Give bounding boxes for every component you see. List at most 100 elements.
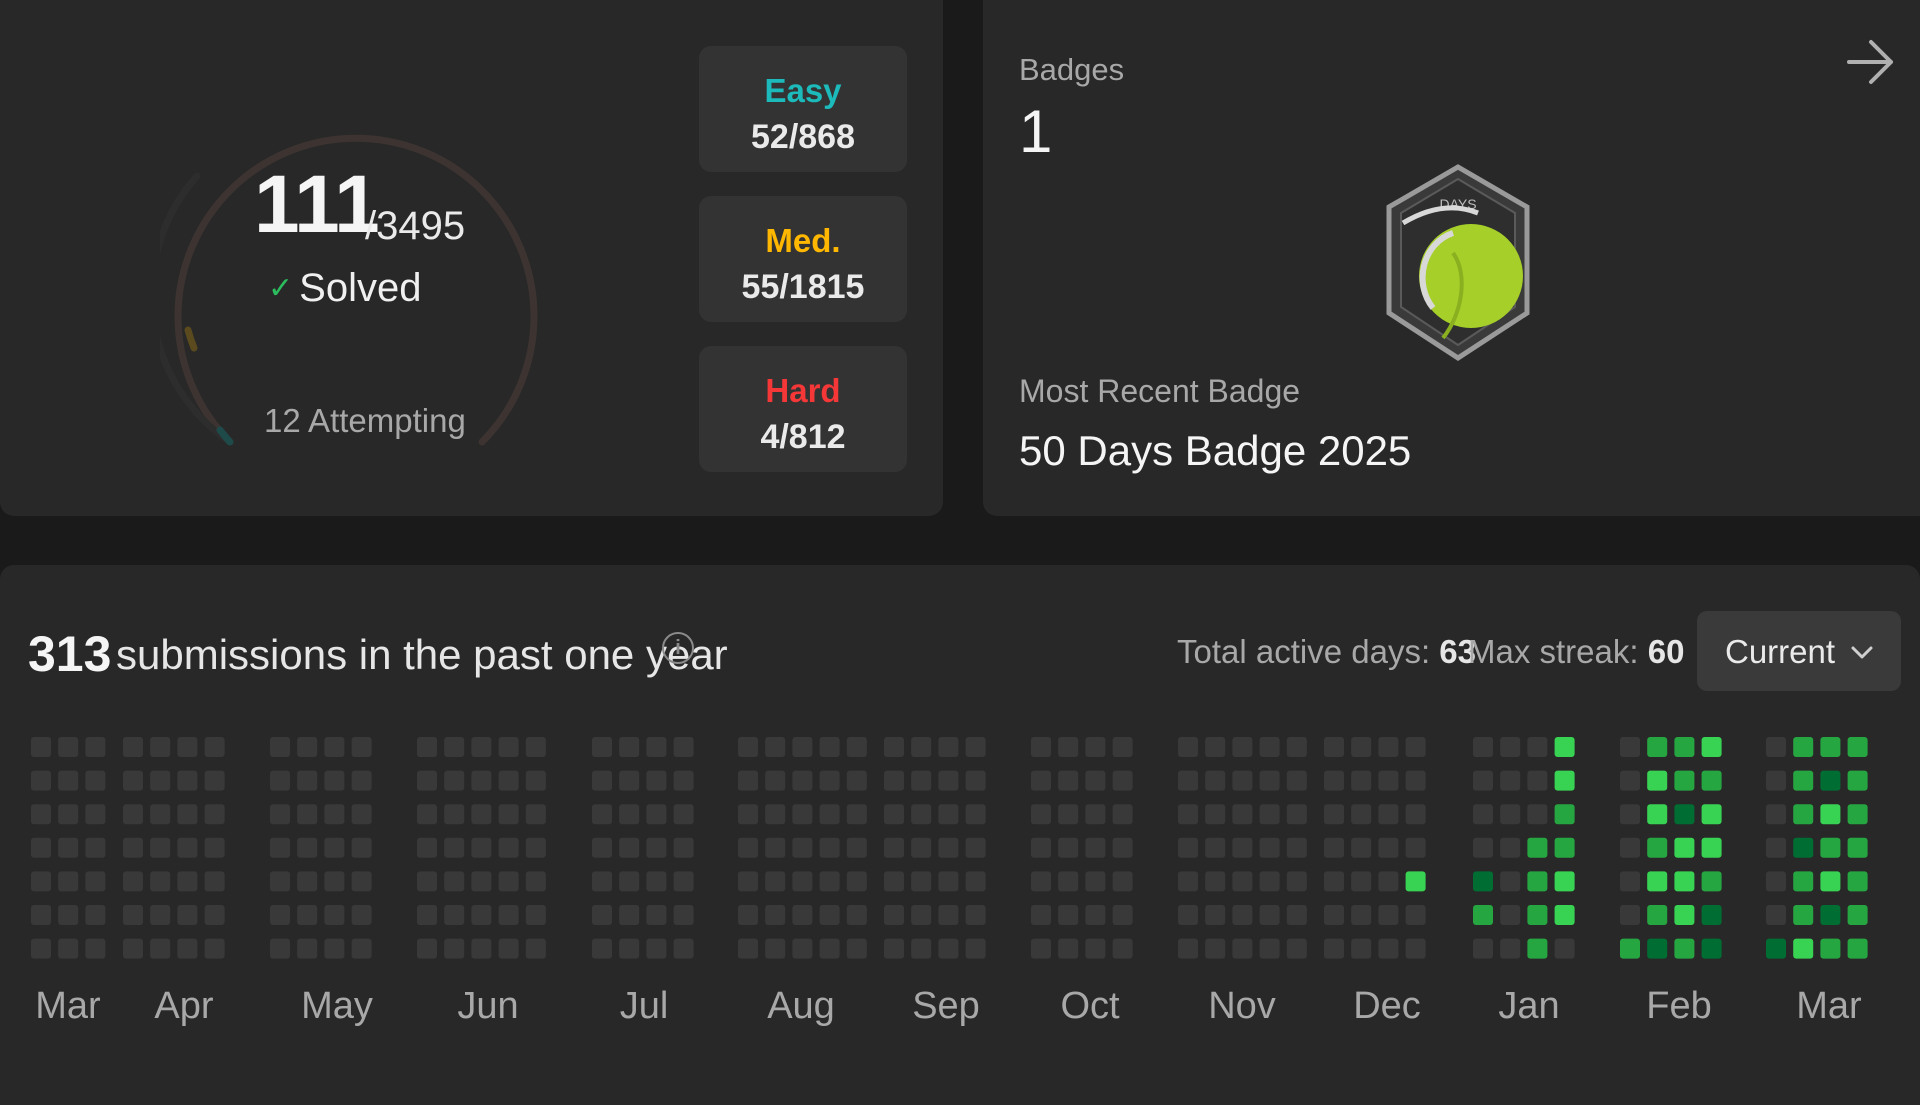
heatmap-cell[interactable]	[1205, 871, 1226, 892]
heatmap-cell[interactable]	[1405, 905, 1426, 925]
heatmap-cell[interactable]	[884, 770, 904, 791]
heatmap-cell[interactable]	[123, 770, 143, 791]
heatmap-cell[interactable]	[1766, 737, 1786, 757]
heatmap-cell[interactable]	[1232, 905, 1253, 925]
heatmap-cell[interactable]	[85, 871, 106, 892]
heatmap-cell[interactable]	[351, 938, 372, 959]
heatmap-cell[interactable]	[1473, 938, 1493, 959]
heatmap-cell[interactable]	[792, 770, 813, 791]
heatmap-cell[interactable]	[1847, 905, 1868, 925]
heatmap-cell[interactable]	[123, 837, 143, 858]
heatmap-cell[interactable]	[177, 837, 198, 858]
heatmap-cell[interactable]	[619, 938, 640, 959]
heatmap-cell[interactable]	[1620, 770, 1640, 791]
heatmap-cell[interactable]	[592, 871, 612, 892]
heatmap-cell[interactable]	[1058, 770, 1079, 791]
heatmap-cell[interactable]	[1205, 938, 1226, 959]
heatmap-cell[interactable]	[1178, 804, 1198, 825]
heatmap-cell[interactable]	[1527, 737, 1548, 757]
heatmap-cell[interactable]	[1232, 837, 1253, 858]
heatmap-cell[interactable]	[417, 804, 437, 825]
heatmap-cell[interactable]	[58, 804, 79, 825]
heatmap-cell[interactable]	[1378, 737, 1399, 757]
heatmap-cell[interactable]	[1324, 737, 1344, 757]
heatmap-cell[interactable]	[1527, 871, 1548, 892]
heatmap-cell[interactable]	[738, 770, 758, 791]
heatmap-cell[interactable]	[1473, 770, 1493, 791]
heatmap-cell[interactable]	[324, 837, 345, 858]
heatmap-cell[interactable]	[1500, 938, 1521, 959]
heatmap-cell[interactable]	[673, 737, 694, 757]
heatmap-cell[interactable]	[792, 837, 813, 858]
heatmap-cell[interactable]	[1286, 737, 1307, 757]
heatmap-cell[interactable]	[1351, 737, 1372, 757]
heatmap-cell[interactable]	[819, 837, 840, 858]
heatmap-cell[interactable]	[1351, 770, 1372, 791]
heatmap-cell[interactable]	[270, 804, 290, 825]
heatmap-cell[interactable]	[819, 737, 840, 757]
heatmap-cell[interactable]	[204, 770, 225, 791]
heatmap-cell[interactable]	[1701, 737, 1722, 757]
heatmap-cell[interactable]	[1473, 905, 1493, 925]
heatmap-cell[interactable]	[1286, 837, 1307, 858]
heatmap-cell[interactable]	[1500, 871, 1521, 892]
heatmap-cell[interactable]	[177, 737, 198, 757]
heatmap-cell[interactable]	[270, 871, 290, 892]
heatmap-cell[interactable]	[444, 737, 465, 757]
heatmap-cell[interactable]	[1766, 837, 1786, 858]
heatmap-cell[interactable]	[150, 770, 171, 791]
heatmap-cell[interactable]	[85, 837, 106, 858]
heatmap-cell[interactable]	[792, 938, 813, 959]
heatmap-cell[interactable]	[1205, 837, 1226, 858]
heatmap-cell[interactable]	[792, 905, 813, 925]
heatmap-cell[interactable]	[738, 871, 758, 892]
heatmap-cell[interactable]	[1674, 905, 1695, 925]
heatmap-cell[interactable]	[1701, 837, 1722, 858]
heatmap-cell[interactable]	[1793, 905, 1814, 925]
heatmap-cell[interactable]	[792, 737, 813, 757]
heatmap-cell[interactable]	[417, 905, 437, 925]
heatmap-cell[interactable]	[204, 804, 225, 825]
heatmap-cell[interactable]	[846, 837, 867, 858]
heatmap-cell[interactable]	[31, 837, 51, 858]
heatmap-cell[interactable]	[965, 938, 986, 959]
heatmap-cell[interactable]	[177, 804, 198, 825]
heatmap-cell[interactable]	[471, 905, 492, 925]
heatmap-cell[interactable]	[619, 737, 640, 757]
heatmap-cell[interactable]	[1085, 737, 1106, 757]
heatmap-cell[interactable]	[1620, 737, 1640, 757]
heatmap-cell[interactable]	[1527, 837, 1548, 858]
heatmap-cell[interactable]	[1674, 737, 1695, 757]
heatmap-cell[interactable]	[819, 938, 840, 959]
heatmap-cell[interactable]	[1847, 804, 1868, 825]
heatmap-cell[interactable]	[498, 938, 519, 959]
heatmap-cell[interactable]	[85, 938, 106, 959]
heatmap-cell[interactable]	[1701, 871, 1722, 892]
heatmap-cell[interactable]	[646, 871, 667, 892]
heatmap-cell[interactable]	[471, 737, 492, 757]
heatmap-cell[interactable]	[938, 871, 959, 892]
heatmap-cell[interactable]	[1232, 871, 1253, 892]
heatmap-cell[interactable]	[297, 837, 318, 858]
heatmap-cell[interactable]	[765, 737, 786, 757]
heatmap-cell[interactable]	[1701, 770, 1722, 791]
heatmap-cell[interactable]	[1674, 938, 1695, 959]
heatmap-cell[interactable]	[204, 737, 225, 757]
heatmap-cell[interactable]	[592, 737, 612, 757]
heatmap-cell[interactable]	[85, 804, 106, 825]
heatmap-cell[interactable]	[1647, 737, 1668, 757]
heatmap-cell[interactable]	[1058, 804, 1079, 825]
heatmap-cell[interactable]	[1405, 938, 1426, 959]
heatmap-cell[interactable]	[1701, 938, 1722, 959]
heatmap-cell[interactable]	[123, 871, 143, 892]
heatmap-cell[interactable]	[204, 938, 225, 959]
heatmap-cell[interactable]	[738, 938, 758, 959]
heatmap-cell[interactable]	[1058, 905, 1079, 925]
heatmap-cell[interactable]	[1473, 837, 1493, 858]
heatmap-cell[interactable]	[31, 737, 51, 757]
heatmap-cell[interactable]	[1793, 804, 1814, 825]
heatmap-cell[interactable]	[351, 770, 372, 791]
heatmap-cell[interactable]	[673, 837, 694, 858]
heatmap-cell[interactable]	[1112, 804, 1133, 825]
heatmap-cell[interactable]	[1031, 804, 1051, 825]
